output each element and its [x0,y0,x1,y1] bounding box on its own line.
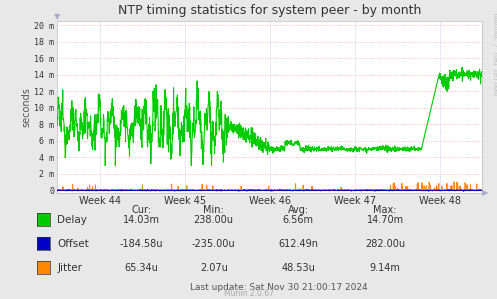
Text: -235.00u: -235.00u [192,239,236,249]
Text: 14.70m: 14.70m [367,215,404,225]
Text: Offset: Offset [57,239,89,249]
Text: 14.03m: 14.03m [123,215,160,225]
Text: 612.49n: 612.49n [278,239,318,249]
Text: Avg:: Avg: [288,205,309,215]
Text: 65.34u: 65.34u [125,263,159,273]
Text: 238.00u: 238.00u [194,215,234,225]
Text: 6.56m: 6.56m [283,215,314,225]
Text: -184.58u: -184.58u [120,239,164,249]
Y-axis label: seconds: seconds [21,87,32,127]
Text: ▶: ▶ [482,188,489,197]
Title: NTP timing statistics for system peer - by month: NTP timing statistics for system peer - … [118,4,421,17]
Text: Max:: Max: [373,205,397,215]
Text: Min:: Min: [203,205,224,215]
Text: 2.07u: 2.07u [200,263,228,273]
Text: Munin 2.0.67: Munin 2.0.67 [224,289,273,298]
Text: 48.53u: 48.53u [281,263,315,273]
Text: ▼: ▼ [54,12,61,21]
Text: RRDTOOL / TOBI OETIKER: RRDTOOL / TOBI OETIKER [492,13,497,96]
Text: 9.14m: 9.14m [370,263,401,273]
Text: Delay: Delay [57,215,87,225]
Text: Cur:: Cur: [132,205,152,215]
Text: Jitter: Jitter [57,263,82,273]
Text: Last update: Sat Nov 30 21:00:17 2024: Last update: Sat Nov 30 21:00:17 2024 [189,283,367,292]
Text: 282.00u: 282.00u [365,239,405,249]
